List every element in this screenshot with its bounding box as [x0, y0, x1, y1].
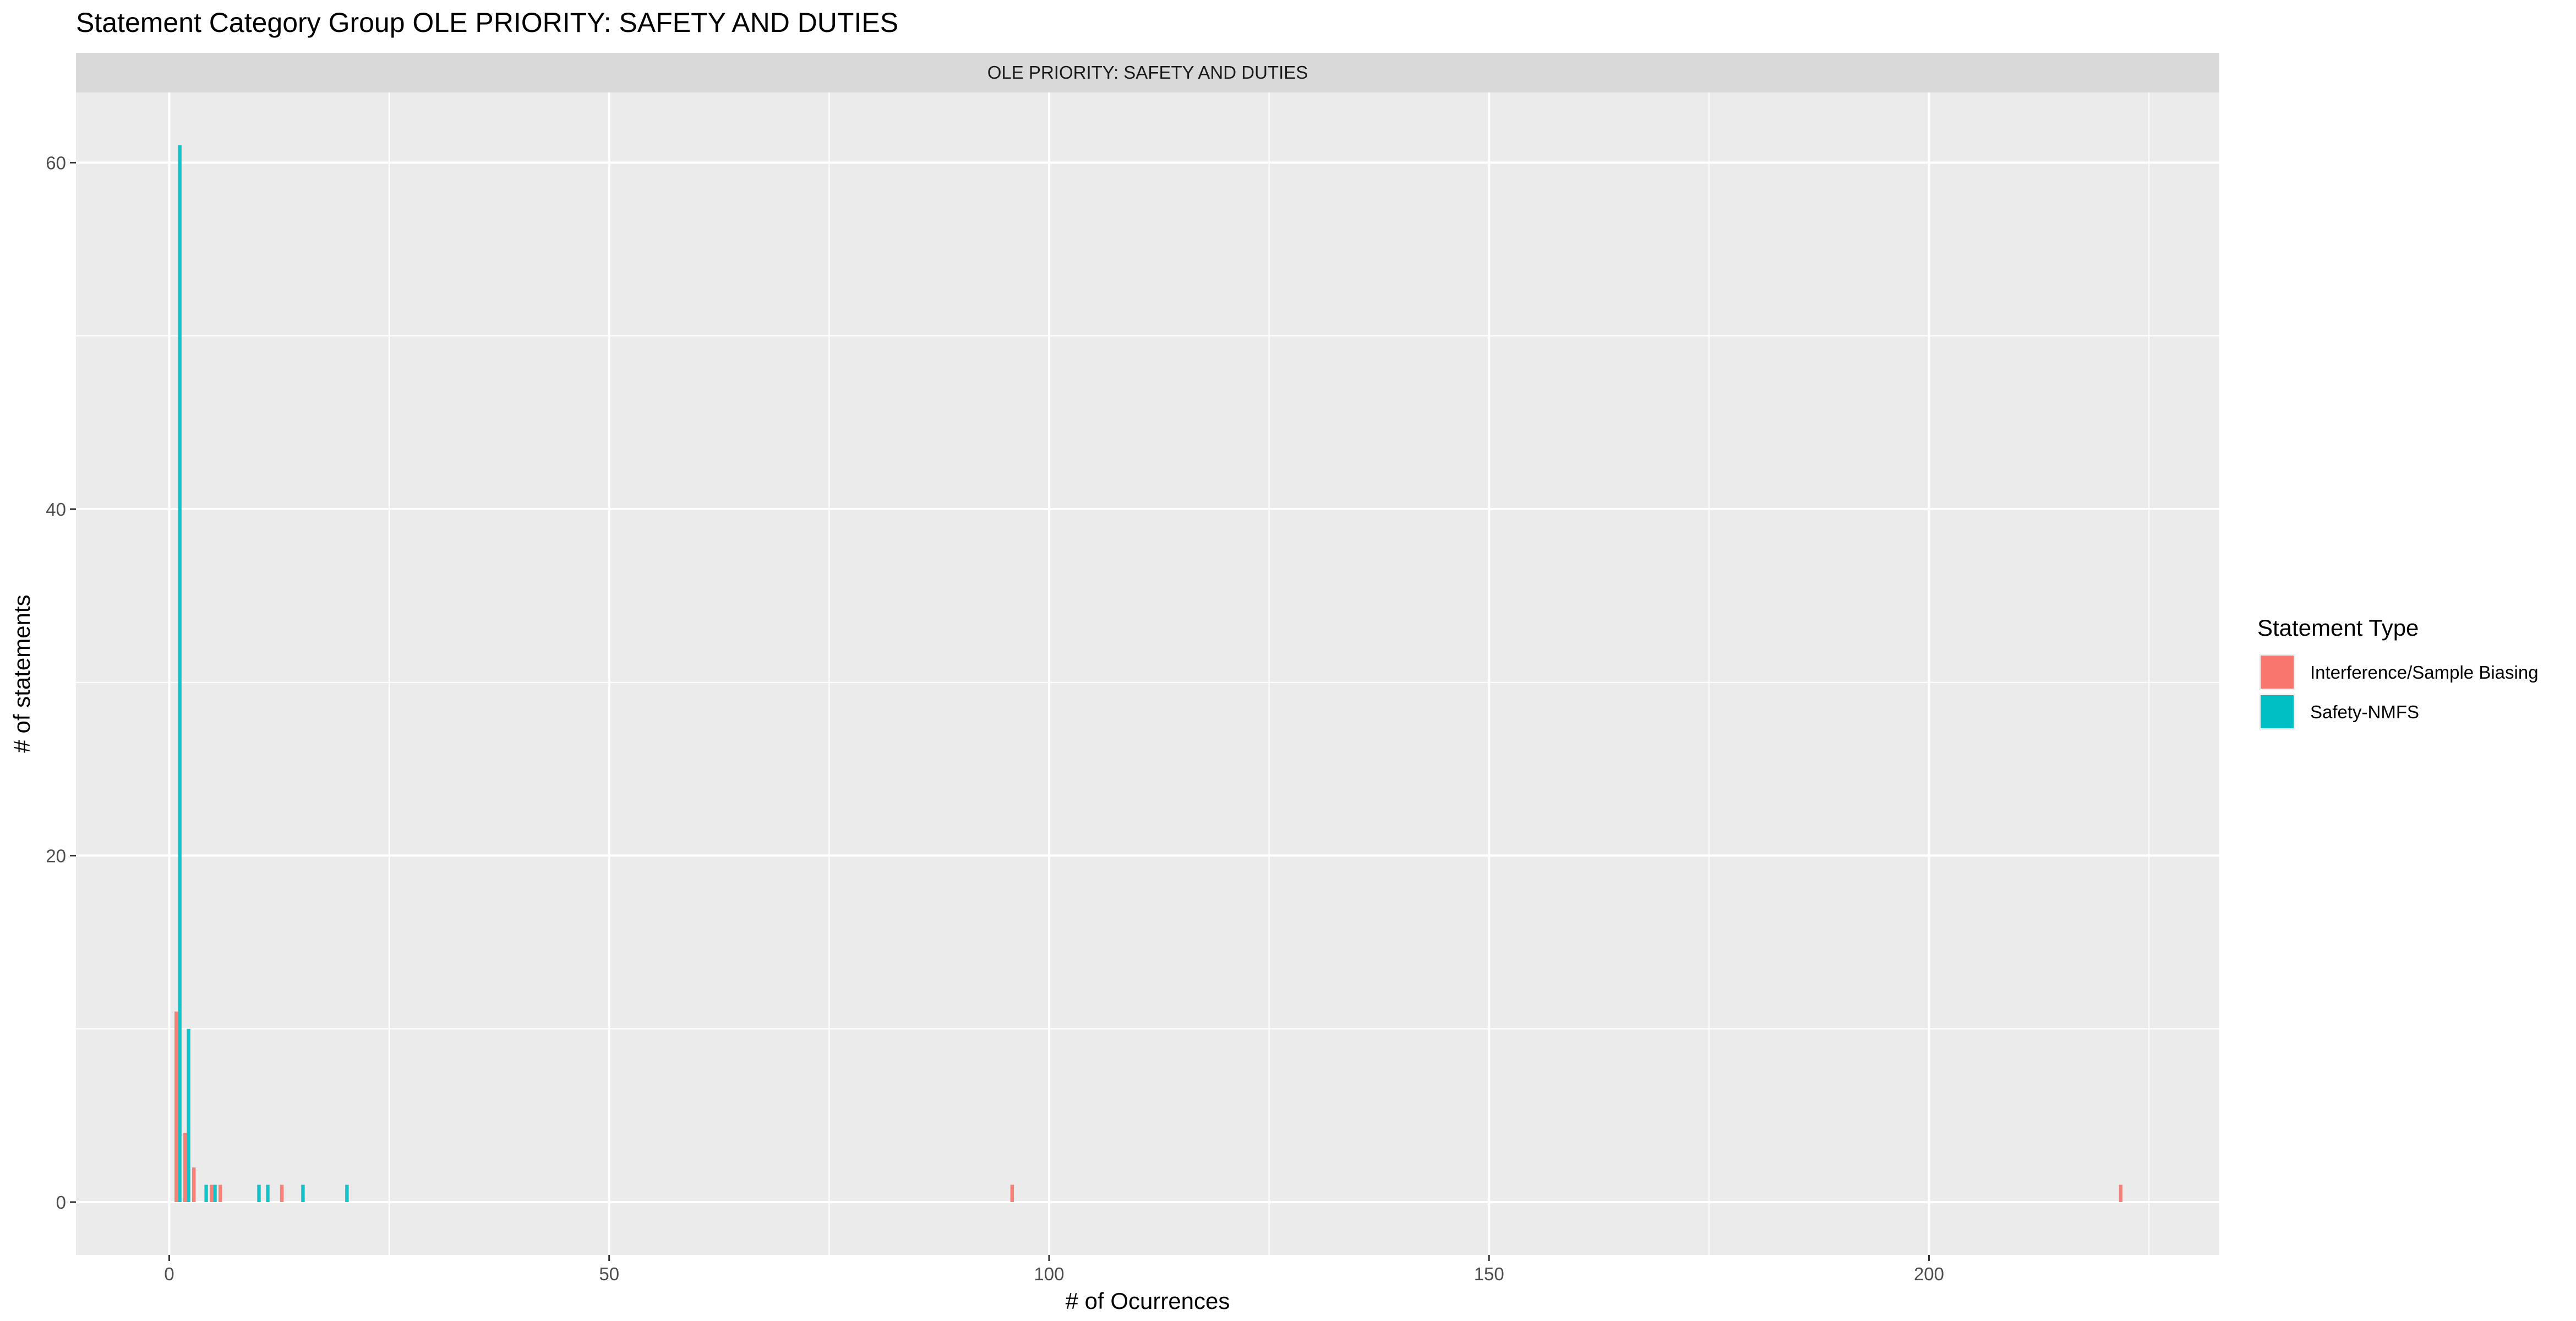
- y-tick-label: 0: [56, 1192, 66, 1213]
- x-tick-label: 0: [164, 1264, 174, 1284]
- histogram-bar: [1010, 1184, 1014, 1202]
- x-tick-label: 100: [1034, 1264, 1064, 1284]
- legend-label: Interference/Sample Biasing: [2310, 662, 2539, 683]
- x-axis: 0 50 100 150 200: [164, 1255, 1944, 1284]
- histogram-bar: [183, 1133, 187, 1202]
- bars-layer: [174, 145, 2123, 1202]
- histogram-bar: [192, 1167, 196, 1202]
- histogram-bar: [209, 1184, 214, 1202]
- major-gridlines: [76, 92, 2219, 1255]
- legend-key-swatch: [2261, 656, 2294, 689]
- legend-items: Interference/Sample Biasing Safety-NMFS: [2259, 654, 2539, 730]
- histogram-bar: [2119, 1184, 2123, 1202]
- legend-key-swatch: [2261, 695, 2294, 728]
- histogram-bar: [218, 1184, 222, 1202]
- histogram-bar: [174, 1011, 178, 1202]
- x-tick-label: 50: [599, 1264, 619, 1284]
- legend-label: Safety-NMFS: [2310, 702, 2419, 722]
- histogram-bar: [257, 1184, 261, 1202]
- histogram-bar: [301, 1184, 305, 1202]
- chart-title: Statement Category Group OLE PRIORITY: S…: [76, 7, 898, 38]
- legend: Statement Type Interference/Sample Biasi…: [2257, 615, 2539, 730]
- histogram-bar: [280, 1184, 284, 1202]
- histogram-bar: [204, 1184, 208, 1202]
- minor-gridlines: [76, 92, 2219, 1255]
- facet-strip: [76, 53, 2219, 92]
- histogram-bar: [345, 1184, 349, 1202]
- x-tick-label: 150: [1474, 1264, 1504, 1284]
- x-axis-title: # of Ocurrences: [1066, 1288, 1230, 1314]
- histogram-bar: [178, 145, 182, 1202]
- histogram-bar: [266, 1184, 270, 1202]
- y-tick-label: 20: [46, 845, 66, 866]
- y-axis: 0 20 40 60: [46, 152, 76, 1213]
- histogram-bar: [213, 1184, 217, 1202]
- legend-title: Statement Type: [2257, 615, 2419, 641]
- plot-panel: [76, 92, 2219, 1255]
- y-axis-title: # of statements: [9, 594, 35, 752]
- y-tick-label: 40: [46, 499, 66, 520]
- y-tick-label: 60: [46, 152, 66, 173]
- x-tick-label: 200: [1914, 1264, 1944, 1284]
- facet-strip-label: OLE PRIORITY: SAFETY AND DUTIES: [987, 62, 1308, 83]
- histogram-bar: [187, 1029, 190, 1202]
